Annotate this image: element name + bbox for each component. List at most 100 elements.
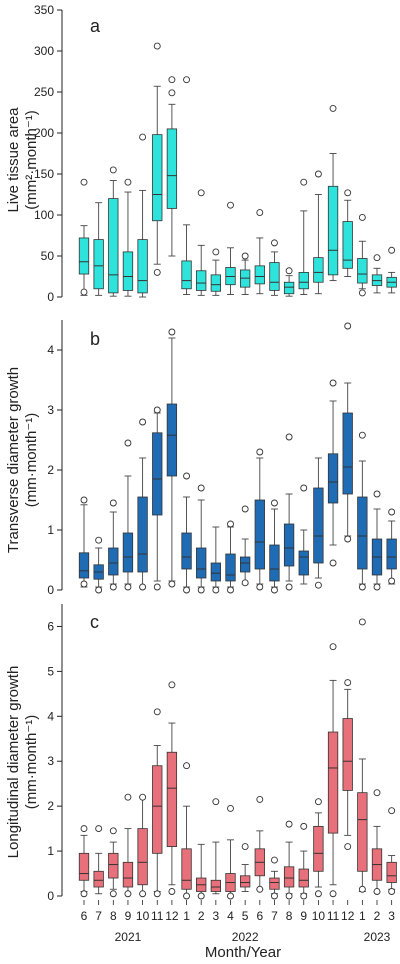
panel-b-iqr-box — [313, 487, 324, 564]
panel-c-outlier — [300, 892, 308, 900]
panel-c-iqr-box — [342, 718, 353, 791]
x-month-label: 9 — [125, 909, 132, 923]
panel-c-box — [196, 843, 207, 900]
panel-b-outlier — [139, 418, 147, 426]
panel-a-outlier — [168, 89, 176, 97]
panel-c-outlier — [373, 888, 381, 895]
panel-a-outlier — [109, 166, 117, 174]
x-year-label: 2021 — [115, 930, 142, 944]
panel-a-outlier — [241, 252, 249, 260]
panel-a-ylabel-line2: (mm²·month⁻¹) — [23, 110, 40, 210]
panel-a-outlier — [373, 254, 381, 262]
panel-b-box — [210, 526, 222, 594]
x-month-label: 6 — [256, 909, 263, 923]
panel-c-box — [225, 804, 236, 900]
panel-c-outlier — [373, 789, 381, 797]
panel-b-box — [386, 508, 397, 585]
panel-a-box — [357, 214, 368, 297]
panel-c-outlier — [139, 793, 147, 801]
x-month-label: 3 — [388, 909, 395, 923]
panel-a-outlier — [358, 289, 366, 297]
panel-b-iqr-box — [357, 496, 368, 570]
panel-b-ylabel-line1: Transverse diameter growth — [5, 367, 22, 553]
panel-b-outlier — [344, 322, 352, 330]
panel-a-ytick-label: 200 — [34, 126, 54, 140]
panel-a-outlier — [329, 104, 337, 112]
panel-b-outlier — [109, 583, 117, 591]
panel-a-box — [342, 189, 353, 277]
panel-c-iqr-box — [269, 877, 280, 890]
panel-c-outlier — [80, 890, 88, 898]
panel-c-outlier — [256, 795, 264, 803]
panel-b-outlier — [373, 490, 381, 498]
panel-a-box — [386, 246, 397, 294]
x-month-label: 9 — [300, 909, 307, 923]
panel-c-iqr-box — [283, 866, 295, 888]
panel-a-iqr-box — [166, 128, 178, 209]
panel-c-box — [342, 679, 353, 851]
panel-b-outlier — [373, 583, 381, 591]
panel-b-outlier — [241, 505, 249, 513]
panel-b-iqr-box — [210, 562, 222, 582]
panel-c-outlier — [227, 892, 234, 900]
panel-a-outlier — [80, 288, 88, 296]
panel-b-box — [298, 484, 309, 585]
panel-a-label: a — [90, 16, 101, 36]
panel-b-outlier — [212, 586, 220, 594]
panel-b-outlier — [139, 583, 147, 591]
panel-b-outlier — [183, 472, 191, 480]
panel-c-box — [78, 825, 90, 898]
panel-c-ytick-label: 2 — [47, 799, 54, 813]
panel-b-outlier — [329, 379, 337, 387]
panel-a-outlier — [183, 76, 191, 84]
panel-b-box — [327, 379, 339, 567]
panel-a-box — [239, 252, 251, 295]
panel-b-box — [313, 457, 324, 589]
panel-a-box — [152, 42, 163, 276]
panel-b-box — [225, 520, 236, 594]
x-month-label: 2 — [374, 909, 381, 923]
panel-a-box — [210, 248, 222, 296]
panel-b-outlier — [271, 499, 278, 507]
panel-c-outlier — [95, 825, 103, 833]
panel-c-box — [166, 681, 178, 895]
panel-a-iqr-box — [181, 260, 192, 290]
panel-c-iqr-box — [93, 870, 104, 888]
panel-a-iqr-box — [78, 237, 90, 275]
x-month-label: 12 — [165, 909, 179, 923]
panel-b-outlier — [95, 586, 103, 594]
panel-a-ytick-label: 50 — [41, 249, 55, 263]
panel-a-iqr-box — [357, 258, 368, 284]
x-month-label: 2 — [198, 909, 205, 923]
panel-b-ytick-label: 0 — [47, 583, 54, 597]
panel-a-iqr-box — [137, 239, 148, 294]
panel-c-outlier — [153, 890, 161, 898]
panel-b-outlier — [285, 433, 293, 441]
panel-c-outlier — [212, 798, 220, 806]
panel-a-box — [181, 76, 192, 295]
panel-a-iqr-box — [298, 271, 309, 290]
panel-b-outlier — [271, 586, 278, 594]
panel-b-outlier — [124, 583, 132, 591]
panel-a-box — [313, 170, 324, 295]
panel-b-iqr-box — [78, 552, 90, 579]
panel-a-outlier — [300, 178, 308, 186]
panel-c-outlier — [388, 888, 396, 895]
panel-a-iqr-box — [327, 185, 339, 276]
panel-b-box — [342, 322, 353, 543]
panel-c-outlier — [314, 890, 322, 898]
panel-c-box — [298, 822, 309, 900]
panel-c-plot: 0 1 2 3 4 5 6 — [47, 604, 397, 903]
panel-c-ytick-label: 1 — [47, 844, 54, 858]
panel-b-iqr-box — [225, 553, 236, 582]
panel-c-outlier — [358, 885, 366, 893]
panel-b-iqr-box — [342, 412, 353, 495]
panel-c-iqr-box — [239, 875, 251, 888]
panel-c-outlier — [109, 890, 117, 898]
panel-a-outlier — [153, 268, 161, 276]
panel-a-ytick-label: 350 — [34, 3, 54, 17]
panel-b-iqr-box — [254, 499, 265, 570]
panel-c-outlier — [388, 807, 396, 815]
panel-b-ylabel-line2: (mm·month⁻¹) — [23, 413, 40, 508]
panel-b-outlier — [183, 586, 191, 594]
